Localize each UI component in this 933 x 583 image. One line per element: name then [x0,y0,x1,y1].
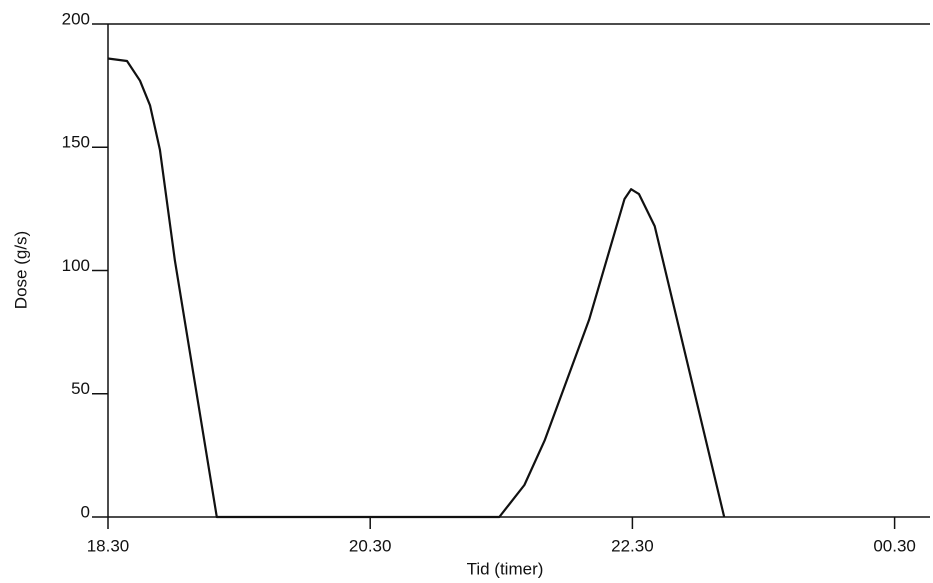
y-tick-label: 100 [62,256,90,275]
x-axis-label: Tid (timer) [467,559,544,578]
y-tick-label: 0 [81,502,90,521]
x-tick-label: 22.30 [611,536,654,555]
y-tick-label: 200 [62,9,90,28]
y-tick-label: 150 [62,133,90,152]
y-axis-label: Dose (g/s) [11,231,30,309]
x-tick-label: 18.30 [87,536,130,555]
x-tick-label: 20.30 [349,536,392,555]
x-tick-label: 00.30 [873,536,916,555]
y-tick-label: 50 [71,379,90,398]
data-line [107,57,726,519]
